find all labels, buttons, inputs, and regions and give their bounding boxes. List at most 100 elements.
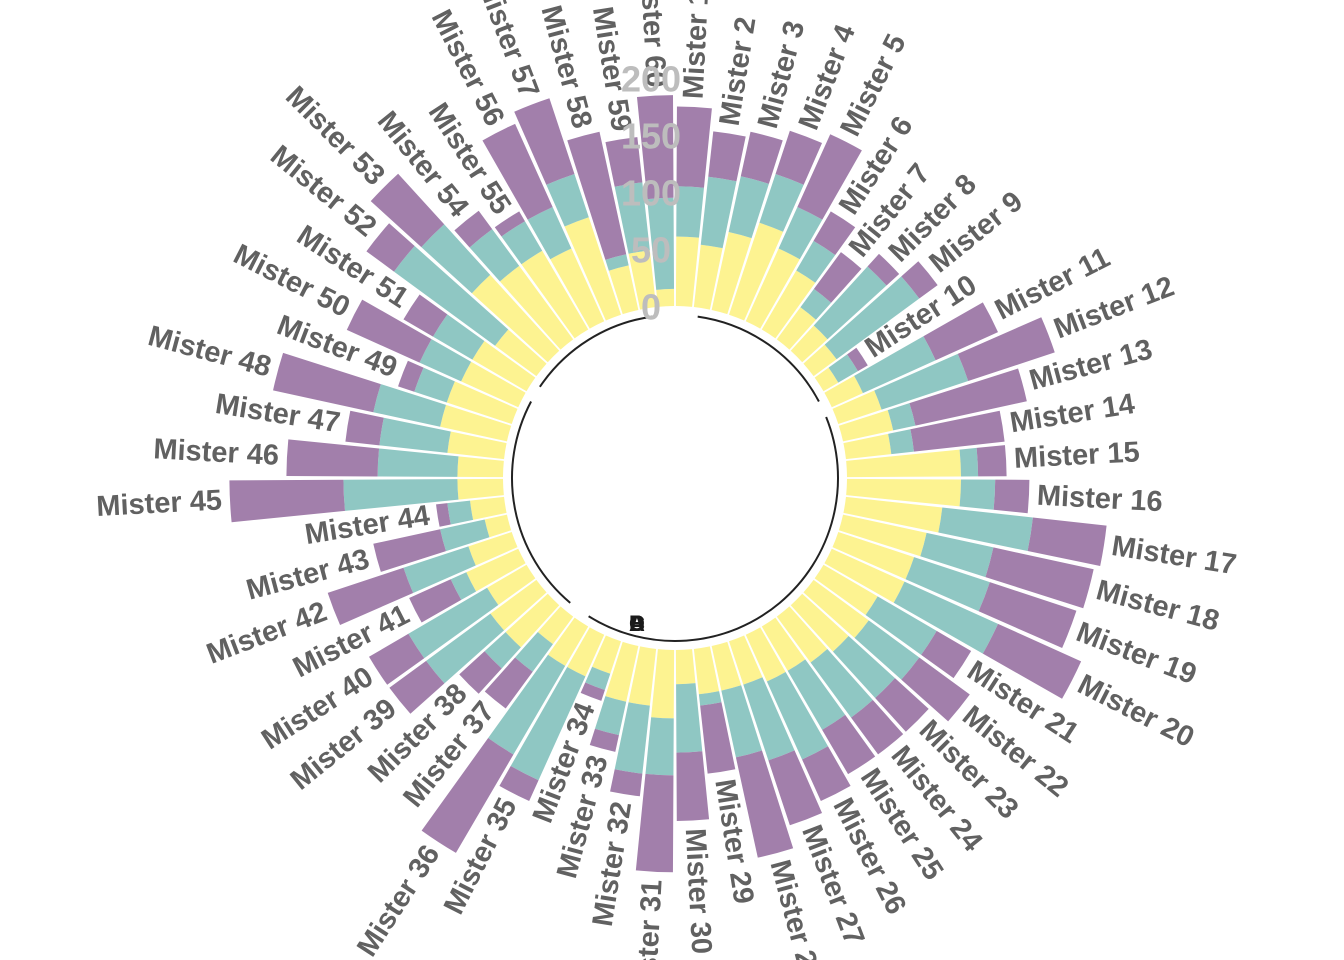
- bar-segment: [610, 769, 643, 797]
- bar-segment: [745, 627, 786, 682]
- bar-segment: [484, 632, 521, 669]
- bar-segment: [959, 447, 979, 477]
- bar-segment: [865, 596, 937, 655]
- bar-segment: [567, 627, 605, 677]
- bar-segment: [327, 567, 414, 626]
- group-label: C: [629, 611, 645, 636]
- bar-label: Mister 31: [630, 879, 669, 960]
- bar-segment: [759, 173, 804, 232]
- bar-segment: [901, 261, 938, 299]
- bar-segment: [743, 677, 795, 761]
- bar-segment: [803, 579, 869, 638]
- bar-segment: [499, 265, 574, 350]
- bar-segment: [370, 173, 445, 248]
- bar-segment: [693, 244, 723, 310]
- bar-segment: [802, 746, 851, 802]
- bar-segment: [447, 500, 474, 525]
- bar-segment: [527, 206, 572, 260]
- bar-segment: [778, 206, 823, 260]
- y-tick-label: 150: [621, 116, 681, 157]
- bar-segment: [469, 229, 520, 282]
- bar-segment: [1027, 517, 1107, 567]
- bar-segment: [824, 375, 863, 408]
- bar-segment: [471, 274, 560, 363]
- bar-segment: [675, 236, 699, 307]
- bar-segment: [708, 131, 746, 182]
- bar-segment: [790, 325, 828, 363]
- bar-segment: [487, 564, 536, 605]
- bar-segment: [676, 683, 703, 753]
- bar-segment: [605, 254, 629, 271]
- bar-segment: [797, 134, 862, 220]
- bar-segment: [813, 266, 887, 340]
- bar-segment: [635, 773, 674, 873]
- bar-segment: [488, 654, 566, 755]
- group-label: A: [629, 611, 645, 636]
- bar-segment: [993, 479, 1030, 514]
- bar-segment: [875, 678, 929, 732]
- bar-segment: [614, 702, 650, 774]
- bar-segment: [711, 231, 752, 315]
- y-tick-label: 50: [631, 230, 671, 271]
- bar-segment: [594, 696, 627, 736]
- bar-segment: [484, 657, 533, 709]
- bar-segment: [343, 479, 459, 511]
- bar-segment: [982, 623, 1082, 699]
- bar-segment: [803, 344, 837, 377]
- bar-segment: [800, 288, 832, 320]
- bar-segment: [813, 211, 856, 256]
- bar-segment: [838, 410, 894, 442]
- bar-segment: [537, 606, 574, 645]
- bar-segment: [832, 635, 895, 698]
- bar-segment: [676, 106, 712, 188]
- bar-segment: [605, 641, 639, 702]
- bar-segment: [729, 222, 784, 321]
- bar-segment: [768, 750, 823, 826]
- bar-segment: [893, 581, 999, 654]
- bar-segment: [286, 439, 380, 477]
- bar-segment: [440, 404, 512, 442]
- bar-segment: [854, 336, 936, 394]
- bar-segment: [766, 671, 828, 760]
- bar-segment: [647, 197, 675, 290]
- bar-segment: [814, 367, 839, 392]
- bar-segment: [978, 582, 1077, 648]
- bar-segment: [580, 682, 605, 701]
- bar-segment: [521, 250, 589, 339]
- bar-segment: [959, 479, 996, 510]
- group-arc: [511, 401, 571, 604]
- bar-segment: [628, 646, 657, 706]
- bar-segment: [851, 700, 904, 755]
- bar-segment: [459, 651, 502, 694]
- bar-segment: [843, 496, 943, 533]
- y-tick-label: 200: [621, 59, 681, 100]
- bar-segment: [389, 660, 445, 714]
- bar-segment: [698, 691, 722, 706]
- bar-segment: [409, 579, 462, 623]
- bar-segment: [838, 514, 927, 557]
- bar-segment: [393, 246, 509, 346]
- bar-label: Mister 60: [633, 0, 672, 88]
- bar-segment: [976, 445, 1007, 477]
- bar-label: Mister 15: [1013, 436, 1140, 475]
- bar-segment: [787, 659, 846, 730]
- bar-segment: [494, 211, 525, 237]
- y-tick-label: 100: [621, 173, 681, 214]
- bar-segment: [761, 270, 816, 339]
- bar-segment: [645, 717, 674, 776]
- bar-segment: [447, 431, 507, 460]
- bar-segment: [920, 532, 994, 578]
- bar-segment: [775, 130, 823, 185]
- bar-segment: [711, 641, 742, 691]
- bar-segment: [700, 176, 737, 249]
- bar-segment: [761, 617, 806, 671]
- bar-segment: [490, 579, 547, 631]
- bar-segment: [675, 649, 696, 685]
- bar-segment: [373, 384, 446, 427]
- bar-segment: [470, 496, 507, 520]
- bar-segment: [499, 766, 539, 802]
- group-label: D: [629, 611, 645, 636]
- bar-segment: [938, 507, 1033, 552]
- bar-segment: [887, 403, 916, 431]
- bar-segment: [728, 176, 769, 239]
